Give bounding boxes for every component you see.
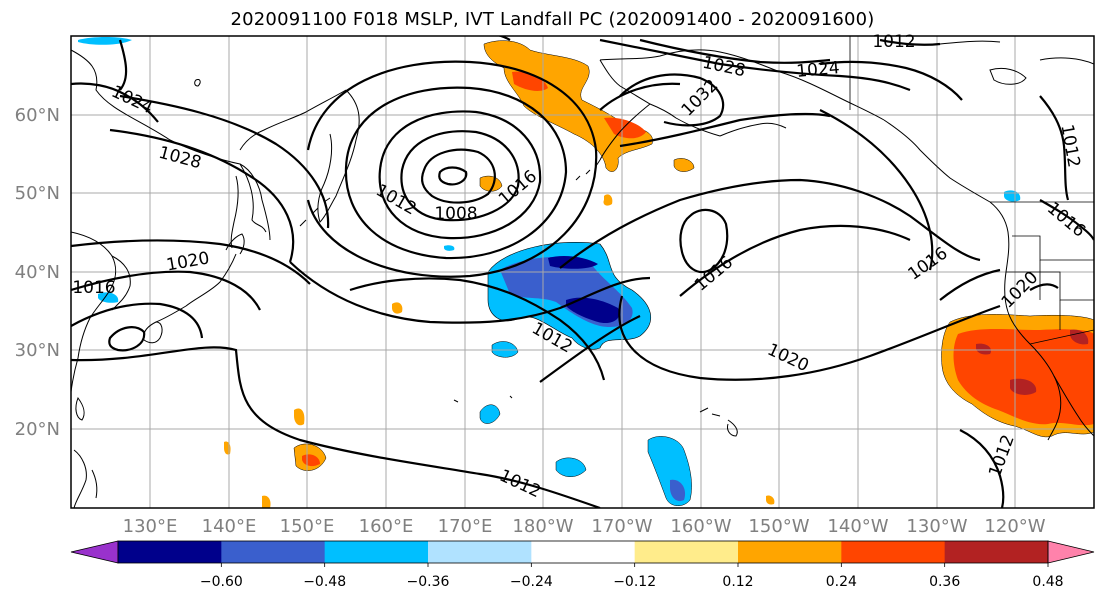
colorbar: −0.60 −0.48 −0.36 −0.24 −0.12 0.12 0.24 0.36 0.4… xyxy=(70,540,1095,590)
borders xyxy=(849,36,1094,345)
colorbar-label: 0.12 xyxy=(722,574,753,590)
colorbar-extend-high xyxy=(1047,540,1095,564)
lon-label: 140°E xyxy=(202,516,257,537)
colorbar-label: −0.12 xyxy=(613,574,656,590)
plot-frame xyxy=(70,35,1095,509)
lat-label: 60°N xyxy=(15,105,60,126)
colorbar-frame xyxy=(117,540,1049,564)
colorbar-bin xyxy=(841,541,946,563)
latitude-labels: 60°N 50°N 40°N 30°N 20°N xyxy=(15,105,60,440)
colorbar-bin xyxy=(428,541,532,563)
map-title: 2020091100 F018 MSLP, IVT Landfall PC (2… xyxy=(230,9,875,30)
lon-label: 170°E xyxy=(438,516,493,537)
lon-label: 180°W xyxy=(512,516,573,537)
isobars xyxy=(71,36,1094,508)
lon-label: 160°E xyxy=(359,516,414,537)
colorbar-label: 0.48 xyxy=(1032,574,1063,590)
colorbar-label: −0.24 xyxy=(510,574,553,590)
lon-label: 120°W xyxy=(984,516,1045,537)
colorbar-bin xyxy=(634,541,739,563)
isobar-label: 1024 xyxy=(796,58,841,82)
colorbar-label: 0.36 xyxy=(929,574,960,590)
lon-label: 130°E xyxy=(123,516,178,537)
colorbar-bin xyxy=(944,541,1049,563)
colorbar-label: −0.36 xyxy=(407,574,450,590)
colorbar-label: 0.24 xyxy=(826,574,857,590)
lon-label: 130°W xyxy=(906,516,967,537)
colorbar-label: −0.60 xyxy=(200,574,243,590)
isobar-label: 1008 xyxy=(434,204,477,224)
lat-label: 40°N xyxy=(15,262,60,283)
isobar-label: 1012 xyxy=(872,32,915,52)
lon-label: 150°E xyxy=(280,516,335,537)
longitude-labels: 130°E 140°E 150°E 160°E 170°E 180°W 170°W 160°W… xyxy=(123,516,1046,537)
colorbar-bin xyxy=(221,541,326,563)
lat-label: 20°N xyxy=(15,419,60,440)
colorbar-extend-low xyxy=(70,540,119,564)
lat-label: 30°N xyxy=(15,340,60,361)
lon-label: 170°W xyxy=(591,516,652,537)
colorbar-bin xyxy=(118,541,222,563)
lon-label: 160°W xyxy=(670,516,731,537)
colorbar-bin xyxy=(324,541,429,563)
lon-label: 150°W xyxy=(748,516,809,537)
colorbar-bin xyxy=(738,541,842,563)
isobar-label: 1016 xyxy=(72,278,115,298)
lat-label: 50°N xyxy=(15,183,60,204)
lon-label: 140°W xyxy=(827,516,888,537)
colorbar-bin xyxy=(531,541,636,563)
colorbar-label: −0.48 xyxy=(303,574,346,590)
